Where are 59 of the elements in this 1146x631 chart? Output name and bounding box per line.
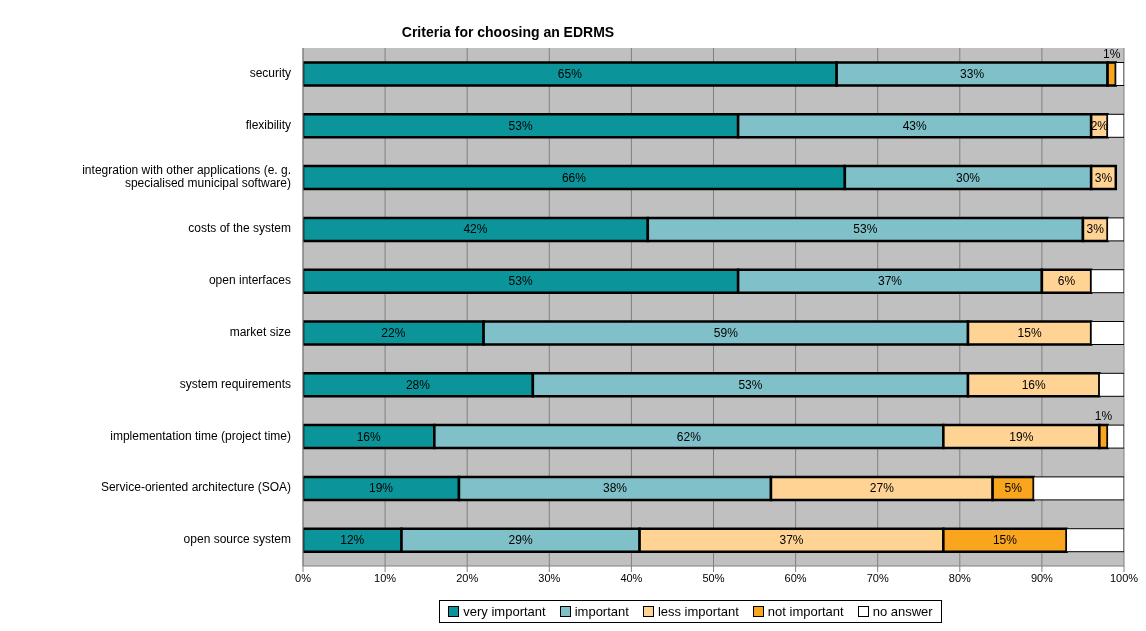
data-label: 22% [381,325,406,340]
x-tick-label: 100% [1109,571,1139,584]
x-tick-label: 70% [866,571,889,584]
x-tick-label: 80% [948,571,972,584]
x-tick-label: 50% [702,571,725,584]
data-label: 29% [508,533,533,548]
data-label: 5% [1004,481,1023,496]
x-tick-label: 90% [1030,571,1054,584]
x-tick-label: 60% [784,571,807,584]
data-label: 3% [1086,222,1105,237]
x-tick-label: 10% [374,571,397,584]
data-label: 53% [508,274,533,289]
y-tick-label: implementation time (project time) [110,428,291,443]
y-tick-label: system requirements [179,376,291,391]
data-label: 53% [508,118,533,133]
legend-label: important [574,604,629,619]
x-tick-label: 40% [620,571,643,584]
legend-label: very important [463,604,546,619]
x-tick-label: 20% [456,571,479,584]
data-label: 53% [738,377,763,392]
y-tick-label: security [249,66,291,81]
data-label: 6% [1057,274,1076,289]
data-label: 37% [878,274,903,289]
x-tick-label: 0% [295,571,312,584]
legend-label: no answer [872,604,933,619]
data-label: 16% [1021,377,1047,392]
data-label: 16% [356,429,382,444]
data-label: 43% [902,118,927,133]
data-label: 12% [340,533,365,548]
data-label: 3% [1094,170,1113,185]
data-label: 19% [1009,429,1034,444]
y-tick-label: flexibility [245,117,291,132]
data-label: 65% [557,66,583,81]
data-label: 1% [1094,409,1113,424]
data-label: 1% [1103,46,1121,61]
data-label: 15% [992,533,1018,548]
data-label: 28% [405,377,431,392]
data-label: 27% [869,481,895,496]
data-label: 37% [779,533,804,548]
y-tick-label: market size [229,325,292,340]
chart-title: Criteria for choosing an EDRMS [400,23,616,40]
data-label: 53% [853,222,878,237]
data-label: 59% [713,325,739,340]
y-tick-label: integration with other applications (e. g. specialised municipal software) [82,163,291,191]
legend-label: not important [767,604,844,619]
data-label: 19% [368,481,394,496]
data-label: 62% [676,429,702,444]
data-label: 42% [463,222,488,237]
data-label: 15% [1017,325,1042,340]
y-tick-label: open source system [183,532,291,547]
data-label: 33% [960,66,985,81]
x-tick-label: 30% [538,571,561,584]
legend-label: less important [657,604,739,619]
data-label: 38% [602,481,628,496]
data-label: 30% [955,170,981,185]
data-label: 66% [561,170,587,185]
y-tick-label: Service-oriented architecture (SOA) [100,480,291,495]
y-tick-label: costs of the system [188,221,291,236]
y-tick-label: open interfaces [208,273,291,288]
